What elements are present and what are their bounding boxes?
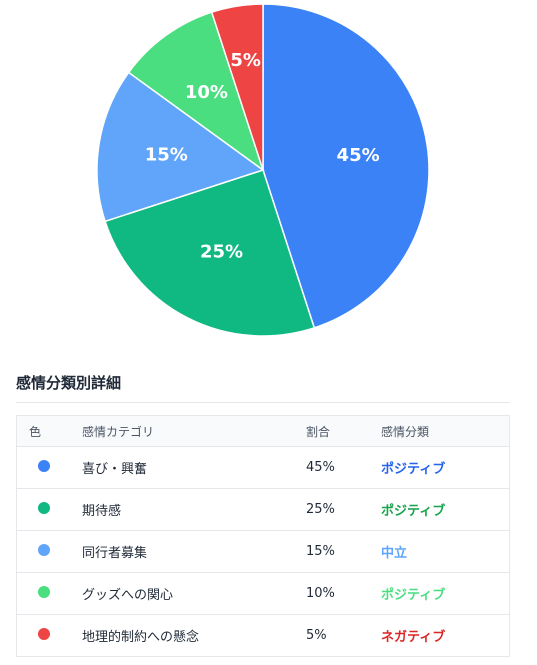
table-row: グッズへの関心 10% ポジティブ bbox=[17, 572, 509, 614]
row-category: グッズへの関心 bbox=[82, 588, 174, 603]
table-row: 喜び・興奮 45% ポジティブ bbox=[17, 446, 509, 488]
color-dot-icon bbox=[38, 501, 50, 514]
row-category: 喜び・興奮 bbox=[82, 462, 148, 477]
slice-label: 15% bbox=[145, 145, 188, 166]
row-type: ポジティブ bbox=[381, 504, 446, 519]
slice-label: 10% bbox=[185, 82, 228, 103]
table-header-row: 色 感情カテゴリ 割合 感情分類 bbox=[17, 416, 509, 446]
table-row: 地理的制約への懸念 5% ネガティブ bbox=[17, 614, 509, 656]
row-ratio: 45% bbox=[306, 460, 335, 475]
pie-slice bbox=[104, 169, 316, 337]
slice-label: 5% bbox=[230, 50, 261, 71]
pie-slice bbox=[262, 3, 430, 329]
color-dot-icon bbox=[38, 459, 50, 472]
pie-slice bbox=[210, 3, 264, 171]
row-type: ポジティブ bbox=[381, 588, 446, 603]
section-divider bbox=[16, 402, 510, 403]
header-type: 感情分類 bbox=[381, 424, 430, 439]
header-ratio: 割合 bbox=[306, 424, 331, 439]
pie-slice bbox=[127, 11, 265, 172]
color-dot-icon bbox=[38, 585, 50, 598]
row-ratio: 5% bbox=[306, 628, 327, 643]
slice-label: 25% bbox=[200, 241, 243, 262]
row-type: ネガティブ bbox=[381, 630, 446, 645]
row-ratio: 25% bbox=[306, 502, 335, 517]
header-category: 感情カテゴリ bbox=[82, 424, 155, 439]
pie-chart-svg: 45% 25% 15% 10%5% bbox=[96, 3, 430, 337]
row-ratio: 10% bbox=[306, 586, 335, 601]
row-type: 中立 bbox=[381, 546, 408, 561]
table-row: 同行者募集 15% 中立 bbox=[17, 530, 509, 572]
color-dot-icon bbox=[38, 627, 50, 640]
pie-chart: 45% 25% 15% 10% 5% bbox=[96, 3, 430, 337]
pie-slice bbox=[96, 71, 265, 223]
row-category: 同行者募集 bbox=[82, 546, 148, 561]
table-row: 期待感 25% ポジティブ bbox=[17, 488, 509, 530]
row-category: 地理的制約への懸念 bbox=[82, 630, 200, 645]
row-ratio: 15% bbox=[306, 544, 335, 559]
emotion-table: 色 感情カテゴリ 割合 感情分類 喜び・興奮 45% ポジティブ 期待感 25%… bbox=[16, 415, 510, 657]
row-category: 期待感 bbox=[82, 504, 122, 519]
section-title: 感情分類別詳細 bbox=[16, 374, 122, 392]
slice-label: 45% bbox=[337, 145, 380, 166]
color-dot-icon bbox=[38, 543, 50, 556]
row-type: ポジティブ bbox=[381, 462, 446, 477]
header-color: 色 bbox=[29, 424, 42, 439]
